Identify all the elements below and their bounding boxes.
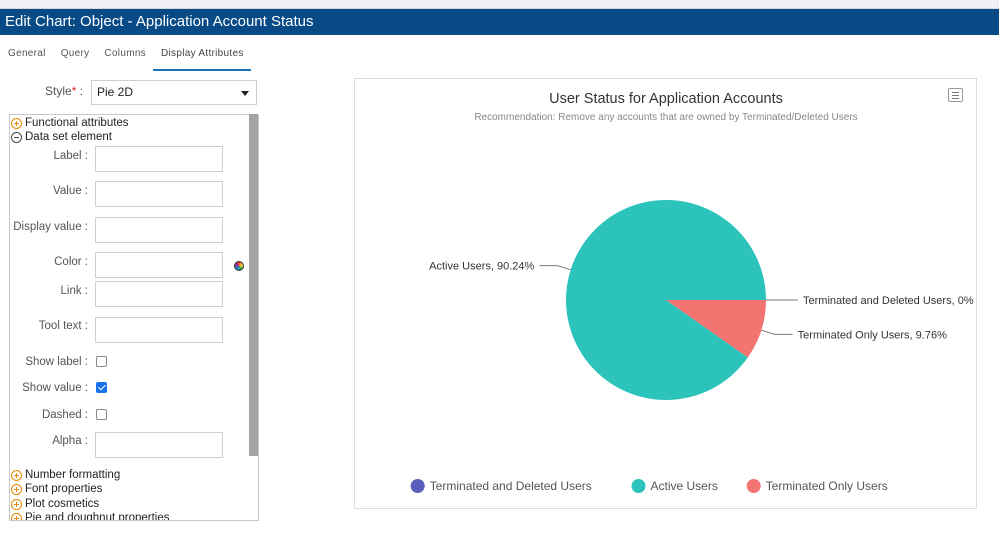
collapse-icon [11,131,22,143]
label-input[interactable] [95,146,223,172]
display-value-field-label: Display value : [13,221,88,233]
pie-slice[interactable] [566,199,766,400]
show-label-field-label: Show label : [25,356,88,368]
legend-label: Terminated Only Users [766,479,888,493]
legend-marker [746,479,761,493]
legend-item[interactable]: Terminated Only Users [746,479,888,493]
dialog-title: Edit Chart: Object - Application Account… [5,13,314,30]
chart-subtitle: Recommendation: Remove any accounts that… [474,112,858,123]
data-label-leader [539,265,571,271]
color-field-label: Color : [54,256,88,268]
section-font-properties[interactable]: Font properties [10,482,102,496]
color-picker-icon[interactable] [234,261,244,271]
tab-query[interactable]: Query [60,48,90,59]
chart-container: User Status for Application Accounts Rec… [354,78,977,509]
tab-columns[interactable]: Columns [104,48,146,59]
section-plot-cosmetics[interactable]: Plot cosmetics [10,497,99,511]
chart-title: User Status for Application Accounts [549,91,783,107]
browser-top-strip [0,0,999,9]
expand-icon [11,512,22,520]
legend-label: Terminated and Deleted Users [430,479,592,493]
expand-icon [11,469,22,481]
dashed-field-label: Dashed : [41,409,88,421]
section-label: Font properties [25,483,103,495]
panel-scrollbar[interactable] [249,114,258,456]
section-label: Number formatting [25,469,121,481]
pie-chart: Terminated and Deleted Users, 0% Terminat… [410,199,974,493]
expand-icon [11,483,22,495]
data-label: Terminated and Deleted Users, 0% [803,295,974,307]
label-field-label: Label : [53,150,88,162]
tab-bar: General Query Columns Display Attributes [0,44,251,71]
link-field-label: Link : [60,285,89,297]
style-label-colon: : [79,84,84,98]
style-label-text: Style [45,84,72,98]
show-label-checkbox[interactable] [96,356,107,367]
pie-slice[interactable] [666,300,766,358]
legend-item[interactable]: Terminated and Deleted Users [410,479,592,493]
tab-general[interactable]: General [8,48,46,59]
legend-marker [631,479,646,493]
section-functional-attributes[interactable]: Functional attributes [10,116,129,130]
section-label: Pie and doughnut properties [25,512,170,521]
tool-text-input[interactable] [95,317,223,343]
tab-display-attributes[interactable]: Display Attributes [152,44,251,71]
chart-menu-icon[interactable] [948,88,963,102]
dashed-checkbox[interactable] [96,409,107,420]
legend-marker [410,479,425,493]
section-label: Functional attributes [25,117,129,129]
data-label: Active Users, 90.24% [429,261,534,273]
show-value-checkbox[interactable] [96,382,107,393]
value-input[interactable] [95,181,223,207]
expand-icon [11,498,22,510]
data-label-leader [761,329,793,335]
style-select[interactable]: Pie 2D [91,80,257,105]
link-input[interactable] [95,281,223,307]
required-mark: * [71,84,77,98]
expand-icon [11,117,22,129]
section-pie-doughnut-properties[interactable]: Pie and doughnut properties [10,511,170,521]
display-value-input[interactable] [95,217,223,243]
style-select-value: Pie 2D [97,85,134,99]
tool-text-field-label: Tool text : [38,320,88,332]
alpha-input[interactable] [95,432,223,458]
attributes-panel: Functional attributes Data set element L… [9,114,259,521]
alpha-field-label: Alpha : [52,435,88,447]
section-label: Plot cosmetics [25,498,100,510]
legend-label: Active Users [651,479,718,493]
section-data-set-element[interactable]: Data set element [10,130,112,144]
chevron-down-icon [241,91,249,96]
section-label: Data set element [25,131,112,143]
style-label: Style* : [45,84,83,98]
section-number-formatting[interactable]: Number formatting [10,468,120,482]
color-input[interactable] [95,252,223,278]
dialog-title-bar: Edit Chart: Object - Application Account… [0,9,999,35]
legend-item[interactable]: Active Users [631,479,718,493]
value-field-label: Value : [53,185,88,197]
data-label: Terminated Only Users, 9.76% [798,329,947,341]
show-value-field-label: Show value : [22,382,88,394]
